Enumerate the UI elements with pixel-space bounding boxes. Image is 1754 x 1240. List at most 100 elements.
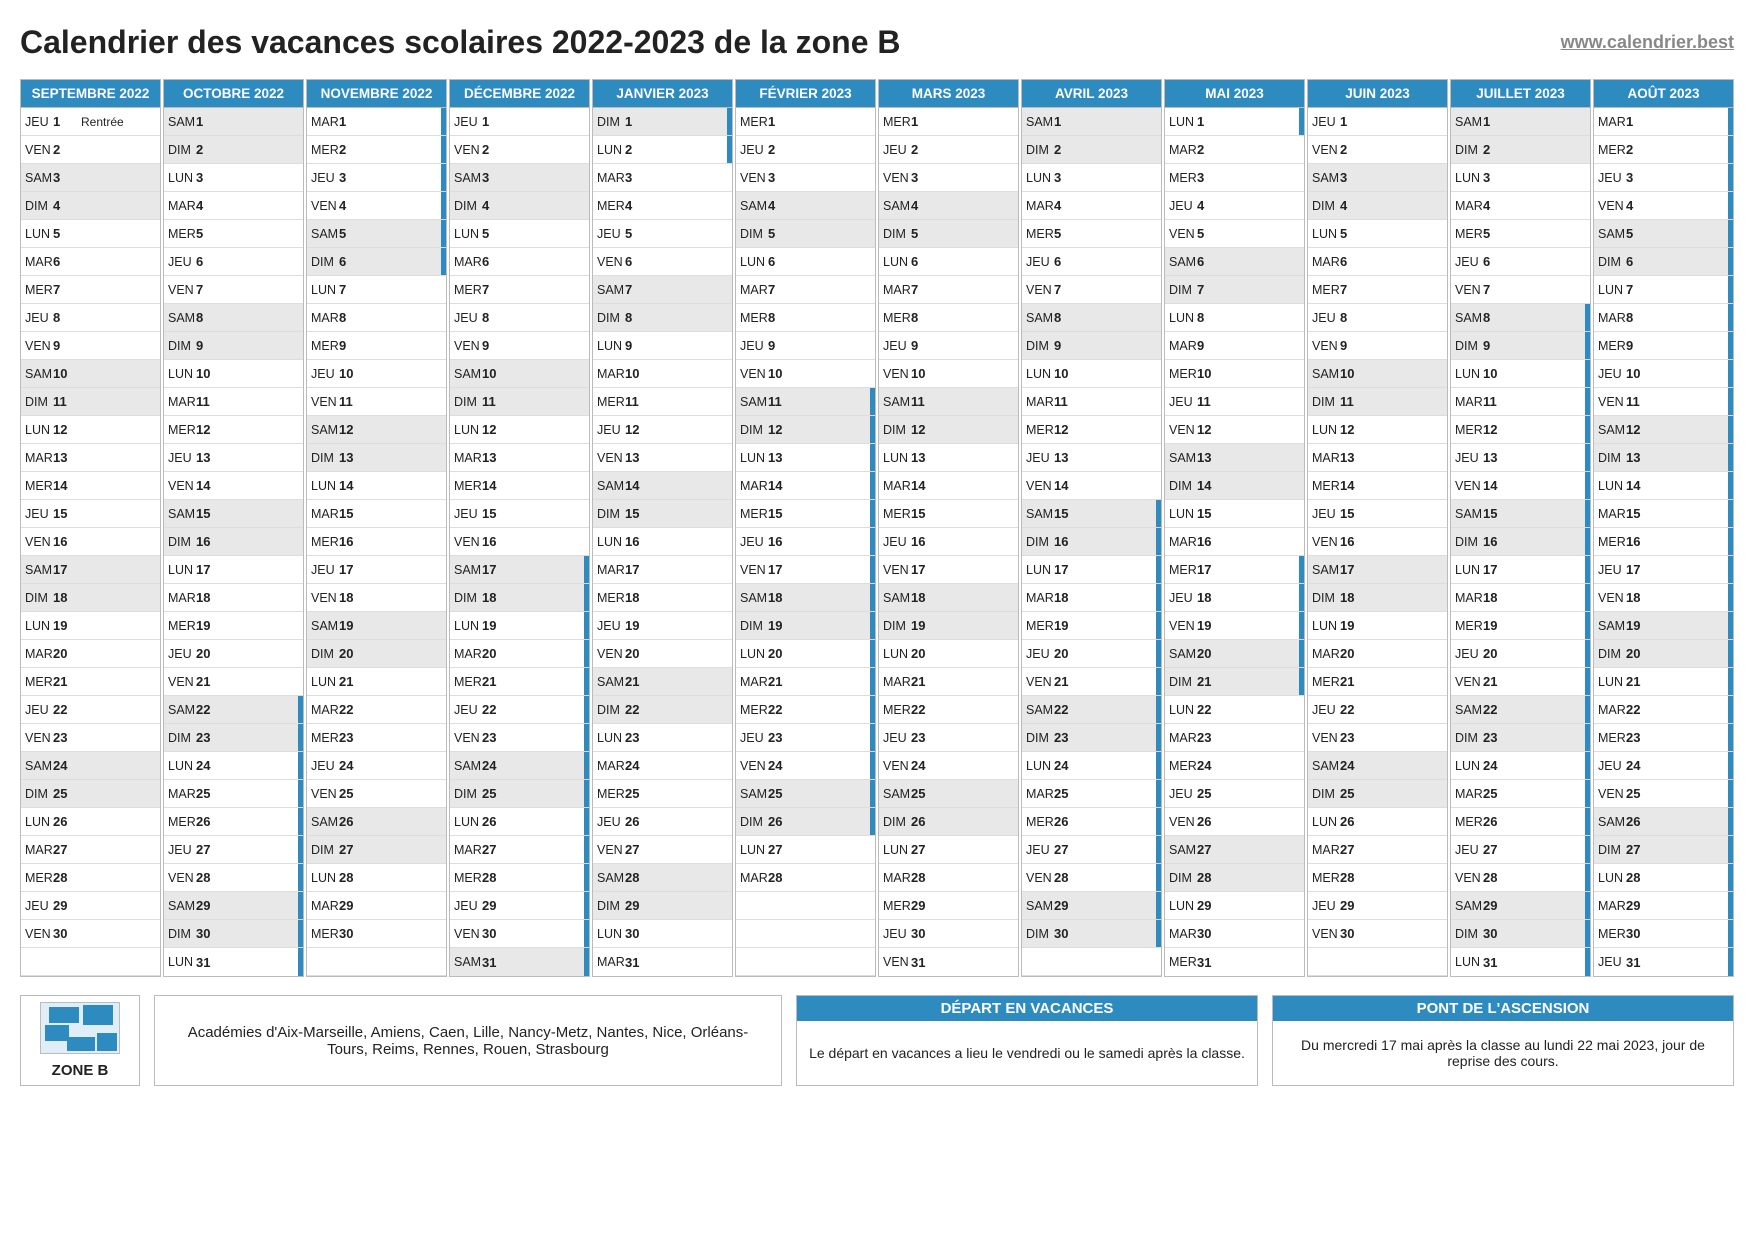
- day-abbr: DIM: [164, 143, 196, 157]
- day-abbr: VEN: [1308, 731, 1340, 745]
- day-abbr: SAM: [307, 227, 339, 241]
- day-cell: SAM21: [593, 668, 732, 696]
- day-number: 6: [768, 254, 792, 269]
- day-abbr: SAM: [736, 199, 768, 213]
- day-number: 17: [1340, 562, 1364, 577]
- day-abbr: SAM: [1308, 759, 1340, 773]
- day-cell: JEU25: [1165, 780, 1304, 808]
- day-abbr: MER: [1451, 423, 1483, 437]
- day-number: 30: [53, 926, 77, 941]
- depart-box: DÉPART EN VACANCES Le départ en vacances…: [796, 995, 1258, 1086]
- day-number: 25: [196, 786, 220, 801]
- day-cell: DIM19: [736, 612, 875, 640]
- day-abbr: LUN: [736, 843, 768, 857]
- day-abbr: MAR: [450, 843, 482, 857]
- day-abbr: VEN: [1451, 675, 1483, 689]
- day-abbr: JEU: [593, 815, 625, 829]
- day-cell: SAM29: [1022, 892, 1161, 920]
- day-number: 21: [339, 674, 363, 689]
- day-abbr: DIM: [1022, 535, 1054, 549]
- day-number: 25: [1197, 786, 1221, 801]
- day-number: 24: [1626, 758, 1650, 773]
- day-cell: SAM17: [21, 556, 160, 584]
- day-number: 1: [911, 114, 935, 129]
- day-abbr: MER: [1165, 171, 1197, 185]
- vacation-marker: [727, 108, 732, 135]
- ascension-box: PONT DE L'ASCENSION Du mercredi 17 mai a…: [1272, 995, 1734, 1086]
- day-cell: VEN3: [736, 164, 875, 192]
- month-header: AVRIL 2023: [1022, 80, 1161, 108]
- day-abbr: MER: [879, 899, 911, 913]
- day-cell: LUN12: [1308, 416, 1447, 444]
- day-cell: JEU20: [164, 640, 303, 668]
- day-cell: DIM11: [21, 388, 160, 416]
- day-abbr: VEN: [164, 675, 196, 689]
- day-cell: VEN9: [450, 332, 589, 360]
- site-link[interactable]: www.calendrier.best: [1561, 32, 1734, 53]
- day-abbr: LUN: [736, 647, 768, 661]
- day-number: 16: [53, 534, 77, 549]
- day-number: 7: [911, 282, 935, 297]
- day-number: 21: [1197, 674, 1221, 689]
- day-cell: MER8: [879, 304, 1018, 332]
- day-number: 15: [768, 506, 792, 521]
- day-cell: SAM19: [1594, 612, 1733, 640]
- vacation-marker: [1585, 416, 1590, 443]
- day-number: 26: [625, 814, 649, 829]
- day-number: 4: [1054, 198, 1078, 213]
- vacation-marker: [1585, 780, 1590, 807]
- day-abbr: SAM: [1165, 255, 1197, 269]
- day-number: 13: [53, 450, 77, 465]
- day-cell: DIM2: [1022, 136, 1161, 164]
- day-abbr: JEU: [307, 171, 339, 185]
- day-abbr: DIM: [1022, 339, 1054, 353]
- day-number: 10: [1483, 366, 1507, 381]
- day-cell: MAR18: [164, 584, 303, 612]
- day-cell: MAR20: [1308, 640, 1447, 668]
- day-cell: VEN2: [450, 136, 589, 164]
- day-cell: VEN5: [1165, 220, 1304, 248]
- day-abbr: JEU: [1451, 255, 1483, 269]
- vacation-marker: [1585, 388, 1590, 415]
- day-number: 5: [1626, 226, 1650, 241]
- day-number: 15: [1626, 506, 1650, 521]
- day-number: 16: [1197, 534, 1221, 549]
- day-abbr: MER: [1308, 675, 1340, 689]
- day-number: 29: [1054, 898, 1078, 913]
- day-cell: JEU29: [450, 892, 589, 920]
- month-column: FÉVRIER 2023MER1JEU2VEN3SAM4DIM5LUN6MAR7…: [735, 79, 876, 977]
- day-abbr: VEN: [1308, 339, 1340, 353]
- day-abbr: MER: [1594, 927, 1626, 941]
- empty-cell: [307, 948, 446, 976]
- day-number: 3: [625, 170, 649, 185]
- day-cell: DIM25: [450, 780, 589, 808]
- day-abbr: MAR: [593, 759, 625, 773]
- vacation-marker: [870, 724, 875, 751]
- day-abbr: VEN: [736, 171, 768, 185]
- vacation-marker: [1728, 136, 1733, 163]
- day-cell: VEN7: [1022, 276, 1161, 304]
- day-number: 30: [1197, 926, 1221, 941]
- day-number: 27: [196, 842, 220, 857]
- day-cell: LUN26: [21, 808, 160, 836]
- day-number: 22: [339, 702, 363, 717]
- day-abbr: MER: [164, 423, 196, 437]
- day-cell: DIM20: [307, 640, 446, 668]
- day-cell: MAR11: [1451, 388, 1590, 416]
- vacation-marker: [870, 612, 875, 639]
- day-abbr: LUN: [1165, 115, 1197, 129]
- vacation-marker: [1728, 780, 1733, 807]
- day-cell: MAR20: [21, 640, 160, 668]
- day-abbr: SAM: [164, 703, 196, 717]
- day-number: 18: [196, 590, 220, 605]
- day-abbr: DIM: [1308, 591, 1340, 605]
- day-number: 19: [339, 618, 363, 633]
- day-number: 9: [625, 338, 649, 353]
- day-cell: JEU9: [879, 332, 1018, 360]
- day-cell: MAR25: [1022, 780, 1161, 808]
- day-number: 5: [1483, 226, 1507, 241]
- day-abbr: JEU: [1022, 647, 1054, 661]
- day-number: 24: [1197, 758, 1221, 773]
- day-abbr: MAR: [593, 955, 625, 969]
- day-cell: DIM12: [736, 416, 875, 444]
